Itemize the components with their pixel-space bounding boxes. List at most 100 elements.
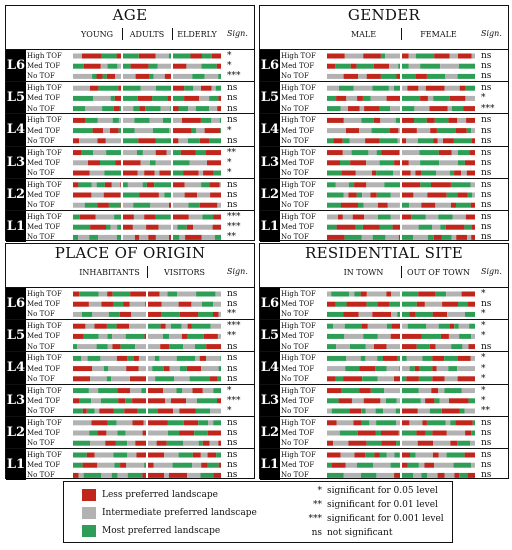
bar-segment — [112, 333, 126, 339]
bar-segment — [98, 234, 117, 240]
bar-segment — [427, 420, 446, 426]
bar-segment — [219, 117, 221, 123]
bar-segment — [92, 128, 104, 134]
bar-segment — [188, 214, 203, 220]
bar-segment — [73, 95, 93, 101]
significance-value: ns — [481, 179, 492, 190]
bar-segment — [361, 117, 374, 123]
bar-segment — [327, 323, 334, 329]
significance-value: ns — [227, 353, 238, 364]
bar-segment — [438, 150, 452, 156]
bar-segment — [420, 398, 426, 404]
bar-segment — [191, 301, 202, 307]
bar-segment — [364, 214, 378, 220]
bar-segment — [379, 452, 387, 458]
bar-segment — [363, 224, 380, 230]
bar-segment — [73, 63, 84, 69]
bar-segment — [402, 85, 408, 91]
significance-value: ns — [481, 417, 492, 428]
bar-segment — [327, 128, 346, 134]
bar-segment — [396, 440, 400, 446]
sign-header: Sign. — [481, 267, 502, 276]
group-header: IN TOWN — [343, 268, 384, 277]
bar-segment — [83, 472, 101, 478]
bar-segment — [380, 117, 396, 123]
bar-segment — [142, 182, 147, 188]
tof-label: High TOF — [281, 322, 316, 331]
significance-value: ns — [481, 125, 492, 136]
bar-segment — [148, 355, 155, 361]
bar-segment — [327, 224, 337, 230]
bar-segment — [130, 376, 146, 382]
bar-segment — [468, 344, 475, 350]
bar-segment — [385, 53, 400, 59]
bar-segment — [73, 420, 92, 426]
bar-segment — [366, 440, 382, 446]
bar-segment — [187, 138, 200, 144]
bar-segment — [327, 301, 336, 307]
bar-segment — [370, 388, 385, 394]
bar-segment — [453, 462, 472, 468]
bar-segment — [155, 150, 167, 156]
bar-segment — [429, 106, 448, 112]
bar-segment — [73, 376, 91, 382]
bar-segment — [359, 106, 365, 112]
bar-segment — [164, 472, 169, 478]
bar-segment — [414, 106, 430, 112]
bar-segment — [113, 301, 124, 307]
bar-segment — [90, 224, 106, 230]
bar-segment — [390, 106, 400, 112]
bar-segment — [73, 408, 83, 414]
bar-segment — [380, 398, 386, 404]
bar-segment — [327, 138, 334, 144]
bar-segment — [145, 106, 161, 112]
bar-segment — [429, 344, 436, 350]
bar-segment — [458, 63, 475, 69]
bar-segment — [185, 234, 202, 240]
bar-segment — [361, 420, 370, 426]
tof-label: High TOF — [281, 52, 316, 60]
bar-segment — [89, 234, 99, 240]
tof-label: Med TOF — [27, 223, 61, 232]
bar-segment — [356, 192, 362, 198]
bar-segment — [327, 85, 339, 91]
bar-segment — [406, 376, 419, 382]
bar-segment — [461, 170, 467, 176]
bar-segment — [391, 311, 398, 317]
tof-label: High TOF — [27, 52, 62, 60]
bar-segment — [451, 150, 458, 156]
bar-segment — [123, 85, 141, 91]
significance-value: ns — [481, 71, 492, 82]
bar-segment — [419, 150, 439, 156]
bar-segment — [425, 430, 433, 436]
tof-label: High TOF — [27, 354, 62, 363]
bar-segment — [186, 63, 202, 69]
bar-segment — [217, 106, 221, 112]
bar-segment — [135, 73, 150, 79]
bar-segment — [107, 63, 118, 69]
bar-segment — [167, 291, 178, 297]
bar-segment — [327, 398, 339, 404]
level-rule — [260, 415, 508, 417]
bar-segment — [158, 224, 171, 230]
bar-segment — [138, 53, 156, 59]
bar-segment — [463, 106, 475, 112]
bar-segment — [220, 128, 221, 134]
bar-segment — [402, 472, 413, 478]
bar-segment — [447, 311, 465, 317]
bar-segment — [204, 128, 221, 134]
bar-segment — [338, 85, 354, 91]
bar-segment — [465, 214, 475, 220]
bar-segment — [417, 408, 430, 414]
bar-segment — [218, 462, 221, 468]
bar-segment — [340, 106, 348, 112]
bar-segment — [195, 150, 206, 156]
tof-label: Med TOF — [281, 429, 315, 437]
bar-segment — [160, 323, 166, 329]
bar-segment — [178, 301, 192, 307]
bar-segment — [362, 323, 368, 329]
tof-label: High TOF — [27, 386, 62, 395]
bar-segment — [202, 214, 214, 220]
bar-segment — [148, 462, 154, 468]
bar-segment — [73, 150, 81, 156]
